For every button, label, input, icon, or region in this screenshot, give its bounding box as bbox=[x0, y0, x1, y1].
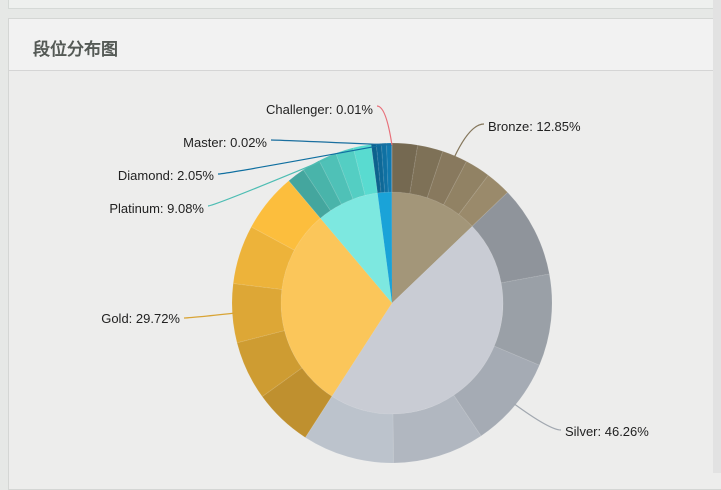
label-master: Master: 0.02% bbox=[183, 135, 267, 150]
label-silver: Silver: 46.26% bbox=[565, 424, 649, 439]
label-platinum: Platinum: 9.08% bbox=[109, 201, 204, 216]
leader-line-challenger bbox=[377, 106, 392, 145]
leader-line-master bbox=[271, 140, 392, 145]
label-gold: Gold: 29.72% bbox=[101, 311, 180, 326]
label-diamond: Diamond: 2.05% bbox=[118, 168, 215, 183]
pie-chart: Bronze: 12.85% Silver: 46.26% Gold: 29.72%… bbox=[0, 0, 721, 473]
label-challenger: Challenger: 0.01% bbox=[266, 102, 373, 117]
leader-line-bronze bbox=[454, 124, 484, 158]
label-bronze: Bronze: 12.85% bbox=[488, 119, 581, 134]
leader-line-silver bbox=[514, 404, 561, 430]
leader-line-gold bbox=[184, 313, 234, 318]
